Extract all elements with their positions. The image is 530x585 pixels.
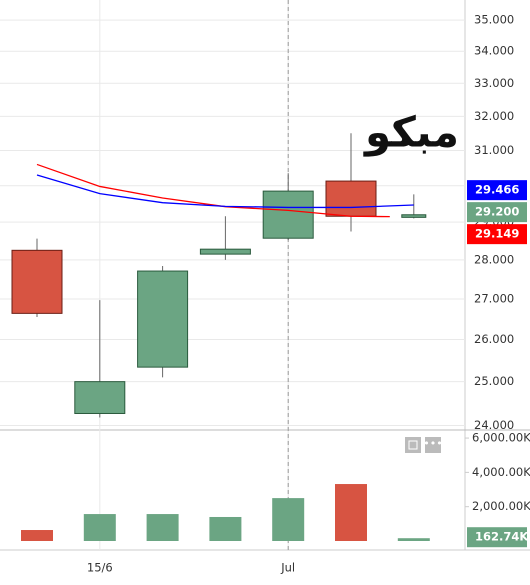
y-tick-label: 32.000	[474, 109, 514, 123]
y-tick-label: 2,000.00K	[472, 499, 530, 513]
price-label: 29.466	[467, 180, 527, 201]
y-tick-label: 4,000.00K	[472, 465, 530, 479]
volume-bar	[146, 514, 179, 541]
y-tick-label: 24.000	[474, 418, 514, 432]
y-tick-label: 34.000	[474, 44, 514, 58]
volume-bar	[335, 484, 367, 541]
price-label-box	[467, 180, 527, 201]
pane-menu-button[interactable]	[425, 437, 441, 453]
volume-bar	[83, 514, 116, 541]
x-tick-label: 15/6	[87, 561, 113, 575]
price-label-text: 29.200	[475, 205, 519, 219]
volume-bar	[272, 498, 305, 541]
y-tick-label: 35.000	[474, 13, 514, 27]
pane-button-icon	[408, 440, 418, 450]
x-tick-label: Jul	[280, 561, 295, 575]
y-tick-label: 28.000	[474, 252, 514, 266]
y-tick-label: 31.000	[474, 143, 514, 157]
y-tick-label: 27.000	[474, 291, 514, 305]
candle-body	[74, 381, 126, 414]
candle-body	[137, 270, 189, 368]
candle-body	[325, 180, 377, 217]
y-tick-label: 6,000.00K	[472, 431, 530, 445]
volume-label-box	[467, 527, 527, 548]
pane-button[interactable]	[405, 437, 421, 453]
pane-menu-dots: •••	[423, 437, 442, 450]
price-label-text: 29.466	[475, 183, 519, 197]
price-label: 29.149	[467, 224, 527, 245]
price-label: 29.200	[467, 202, 527, 223]
volume-bar	[397, 538, 430, 541]
y-tick-label: 26.000	[474, 332, 514, 346]
price-label-box	[467, 202, 527, 223]
volume-bar	[21, 530, 53, 541]
y-tick-label: 33.000	[474, 76, 514, 90]
moving-average-line	[36, 174, 414, 209]
volume-bar	[209, 516, 242, 541]
price-label-box	[467, 224, 527, 245]
volume-label-text: 162.74K	[475, 530, 529, 544]
candle-body	[11, 249, 63, 314]
annotation: مبكو	[363, 108, 459, 158]
candle-body	[401, 214, 427, 218]
candle-body	[262, 190, 314, 239]
y-tick-label: 25.000	[474, 374, 514, 388]
candle-body	[199, 248, 251, 255]
price-label-text: 29.149	[475, 227, 519, 241]
